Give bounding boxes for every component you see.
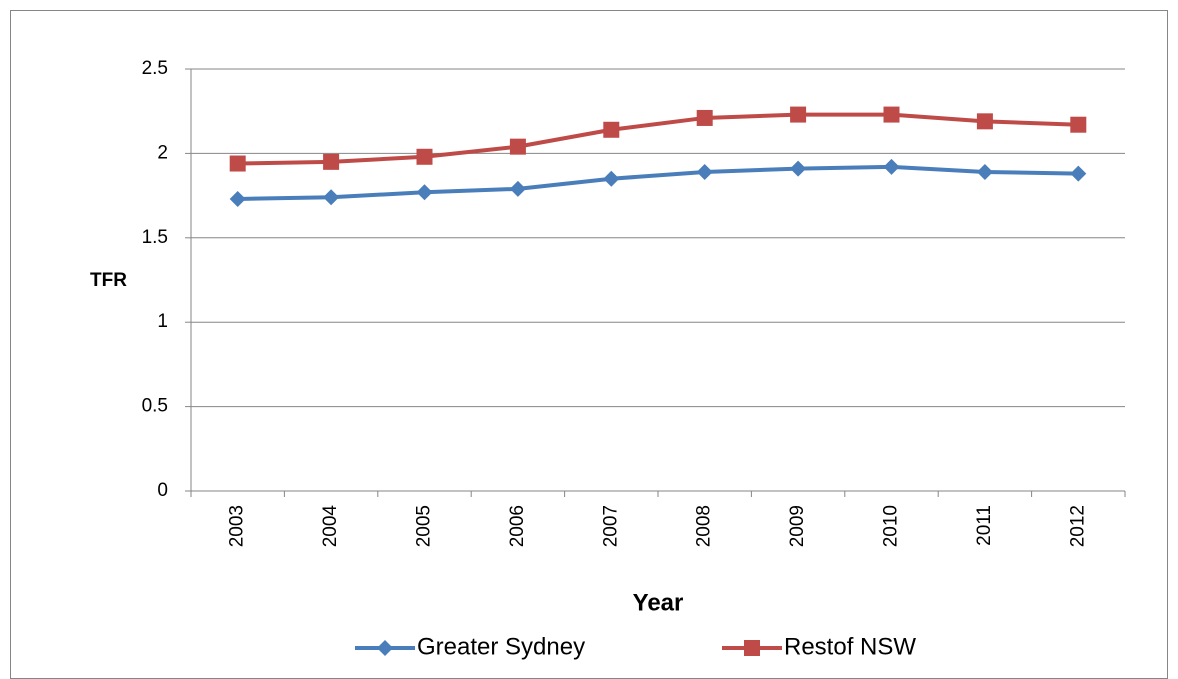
x-tick-label: 2006 <box>507 505 528 547</box>
x-tick-label: 2003 <box>227 505 248 547</box>
marker <box>883 158 900 175</box>
y-axis-label: TFR <box>90 270 127 291</box>
marker <box>976 163 993 180</box>
x-tick-label: 2010 <box>881 505 902 547</box>
y-tick-label: 2 <box>157 142 168 163</box>
marker <box>790 106 807 123</box>
marker <box>323 189 340 206</box>
legend-label: Greater Sydney <box>417 633 585 660</box>
marker <box>696 109 713 126</box>
y-tick-label: 1.5 <box>142 227 168 248</box>
marker <box>509 138 526 155</box>
marker <box>744 640 760 656</box>
marker <box>790 160 807 177</box>
y-tick-label: 0.5 <box>142 396 168 417</box>
marker <box>416 148 433 165</box>
marker <box>1070 116 1087 133</box>
x-tick-label: 2011 <box>974 505 995 546</box>
marker <box>229 190 246 207</box>
x-axis-label: Year <box>633 589 684 616</box>
marker <box>229 155 246 172</box>
x-tick-label: 2008 <box>694 505 715 547</box>
y-tick-label: 0 <box>157 480 168 501</box>
marker <box>1070 165 1087 182</box>
y-tick-label: 1 <box>157 311 168 332</box>
marker <box>603 121 620 138</box>
x-tick-label: 2004 <box>320 505 341 548</box>
legend-label: Restof NSW <box>784 633 916 660</box>
marker <box>976 113 993 130</box>
marker <box>416 184 433 201</box>
x-tick-label: 2012 <box>1067 505 1088 547</box>
marker <box>377 640 393 656</box>
marker <box>696 163 713 180</box>
x-tick-label: 2007 <box>600 505 621 547</box>
marker <box>883 106 900 123</box>
y-tick-label: 2.5 <box>142 58 168 79</box>
marker <box>509 180 526 197</box>
x-tick-label: 2005 <box>414 505 435 547</box>
marker <box>323 153 340 170</box>
marker <box>603 170 620 187</box>
series-line <box>237 164 1079 201</box>
chart-border <box>10 10 1168 679</box>
series-line <box>237 112 1079 166</box>
x-tick-label: 2009 <box>787 505 808 547</box>
